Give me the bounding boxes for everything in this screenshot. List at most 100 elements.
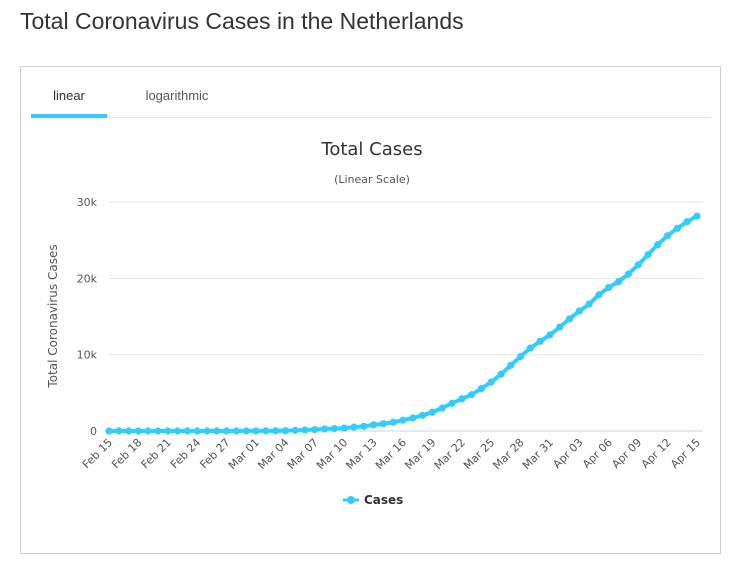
data-point[interactable] <box>438 404 446 412</box>
y-tick-label: 20k <box>77 272 98 285</box>
x-tick-label: Apr 06 <box>580 436 615 471</box>
data-point[interactable] <box>203 427 211 435</box>
x-tick-label: Feb 24 <box>168 436 203 471</box>
data-point[interactable] <box>262 427 270 435</box>
data-point[interactable] <box>428 408 436 416</box>
plot-area <box>105 212 701 435</box>
x-tick-label: Mar 22 <box>432 436 468 472</box>
data-point[interactable] <box>673 224 682 232</box>
x-tick-label: Apr 15 <box>668 436 703 471</box>
data-point[interactable] <box>644 251 652 259</box>
x-tick-label: Apr 03 <box>550 436 585 471</box>
data-point[interactable] <box>517 352 525 361</box>
y-tick-label: 0 <box>90 425 97 438</box>
data-point[interactable] <box>311 425 319 434</box>
data-point[interactable] <box>370 421 378 429</box>
data-point[interactable] <box>321 425 329 433</box>
y-tick-label: 10k <box>77 349 98 362</box>
legend-marker <box>347 496 355 504</box>
data-point[interactable] <box>281 427 289 435</box>
data-point[interactable] <box>624 270 633 278</box>
data-point[interactable] <box>232 427 240 435</box>
chart-card: linear logarithmic Total Cases (Linear S… <box>20 66 721 554</box>
data-point[interactable] <box>350 423 358 431</box>
data-point[interactable] <box>301 426 309 434</box>
data-point[interactable] <box>154 427 162 435</box>
legend[interactable]: Cases <box>343 493 403 507</box>
data-point[interactable] <box>654 241 662 249</box>
total-cases-chart: Total Cases (Linear Scale) Total Coronav… <box>46 139 703 507</box>
data-point[interactable] <box>340 424 348 432</box>
data-point[interactable] <box>164 427 172 435</box>
data-point[interactable] <box>477 384 485 393</box>
data-point[interactable] <box>595 291 603 299</box>
data-point[interactable] <box>468 391 476 399</box>
data-point[interactable] <box>458 395 466 403</box>
data-point[interactable] <box>174 427 182 435</box>
data-point[interactable] <box>419 411 427 419</box>
x-tick-label: Feb 27 <box>197 436 232 471</box>
data-point[interactable] <box>399 416 407 424</box>
data-point[interactable] <box>144 427 152 435</box>
x-tick-label: Feb 21 <box>139 436 174 471</box>
x-tick-label: Mar 01 <box>226 436 262 472</box>
data-point[interactable] <box>105 427 113 435</box>
data-point[interactable] <box>360 422 368 430</box>
x-tick-label: Feb 18 <box>109 436 144 471</box>
data-point[interactable] <box>683 218 691 226</box>
data-point[interactable] <box>634 261 642 269</box>
data-point[interactable] <box>291 426 299 434</box>
tab-linear[interactable]: linear <box>31 67 107 118</box>
data-point[interactable] <box>526 344 534 352</box>
x-tick-label: Mar 19 <box>402 436 438 472</box>
data-point[interactable] <box>409 414 417 422</box>
y-tick-labels: 0 10k 20k 30k <box>77 196 98 438</box>
series-line-cases <box>107 214 699 433</box>
legend-label[interactable]: Cases <box>364 493 403 507</box>
y-axis-label: Total Coronavirus Cases <box>46 244 60 388</box>
data-point[interactable] <box>330 424 338 433</box>
data-point[interactable] <box>379 420 387 428</box>
data-point[interactable] <box>664 232 672 240</box>
x-tick-label: Apr 12 <box>639 436 674 471</box>
data-point[interactable] <box>693 212 701 220</box>
data-point[interactable] <box>536 337 544 345</box>
data-point[interactable] <box>556 323 564 331</box>
data-point[interactable] <box>134 427 142 435</box>
tab-logarithmic[interactable]: logarithmic <box>145 88 209 103</box>
y-tick-label: 30k <box>77 196 98 209</box>
x-tick-label: Mar 04 <box>255 436 291 472</box>
data-point[interactable] <box>497 370 505 378</box>
data-point[interactable] <box>448 399 456 407</box>
data-point[interactable] <box>487 378 495 386</box>
data-point[interactable] <box>213 427 221 435</box>
data-point[interactable] <box>183 427 191 435</box>
data-point[interactable] <box>115 427 123 435</box>
x-tick-label: Mar 31 <box>520 436 556 472</box>
chart-title: Total Cases <box>320 139 422 160</box>
data-point[interactable] <box>242 427 250 435</box>
data-point[interactable] <box>193 427 201 435</box>
data-point[interactable] <box>252 427 260 435</box>
x-tick-label: Mar 13 <box>343 436 379 472</box>
page-title: Total Coronavirus Cases in the Netherlan… <box>20 8 464 34</box>
scale-tabs: linear logarithmic <box>31 67 711 118</box>
data-point[interactable] <box>389 418 397 426</box>
x-tick-label: Feb 15 <box>80 436 115 471</box>
y-gridlines <box>109 201 703 432</box>
x-tick-label: Mar 07 <box>285 436 321 472</box>
data-point[interactable] <box>566 315 574 323</box>
data-point[interactable] <box>585 300 593 308</box>
data-point[interactable] <box>125 427 133 435</box>
data-point[interactable] <box>605 283 613 292</box>
x-tick-label: Apr 09 <box>609 436 644 471</box>
data-point[interactable] <box>575 307 584 315</box>
data-point[interactable] <box>615 277 623 286</box>
data-point[interactable] <box>272 427 280 435</box>
x-tick-label: Mar 28 <box>490 436 526 472</box>
data-point[interactable] <box>223 427 231 435</box>
data-point[interactable] <box>546 331 554 339</box>
x-tick-label: Mar 16 <box>373 436 409 472</box>
data-point[interactable] <box>507 361 515 369</box>
